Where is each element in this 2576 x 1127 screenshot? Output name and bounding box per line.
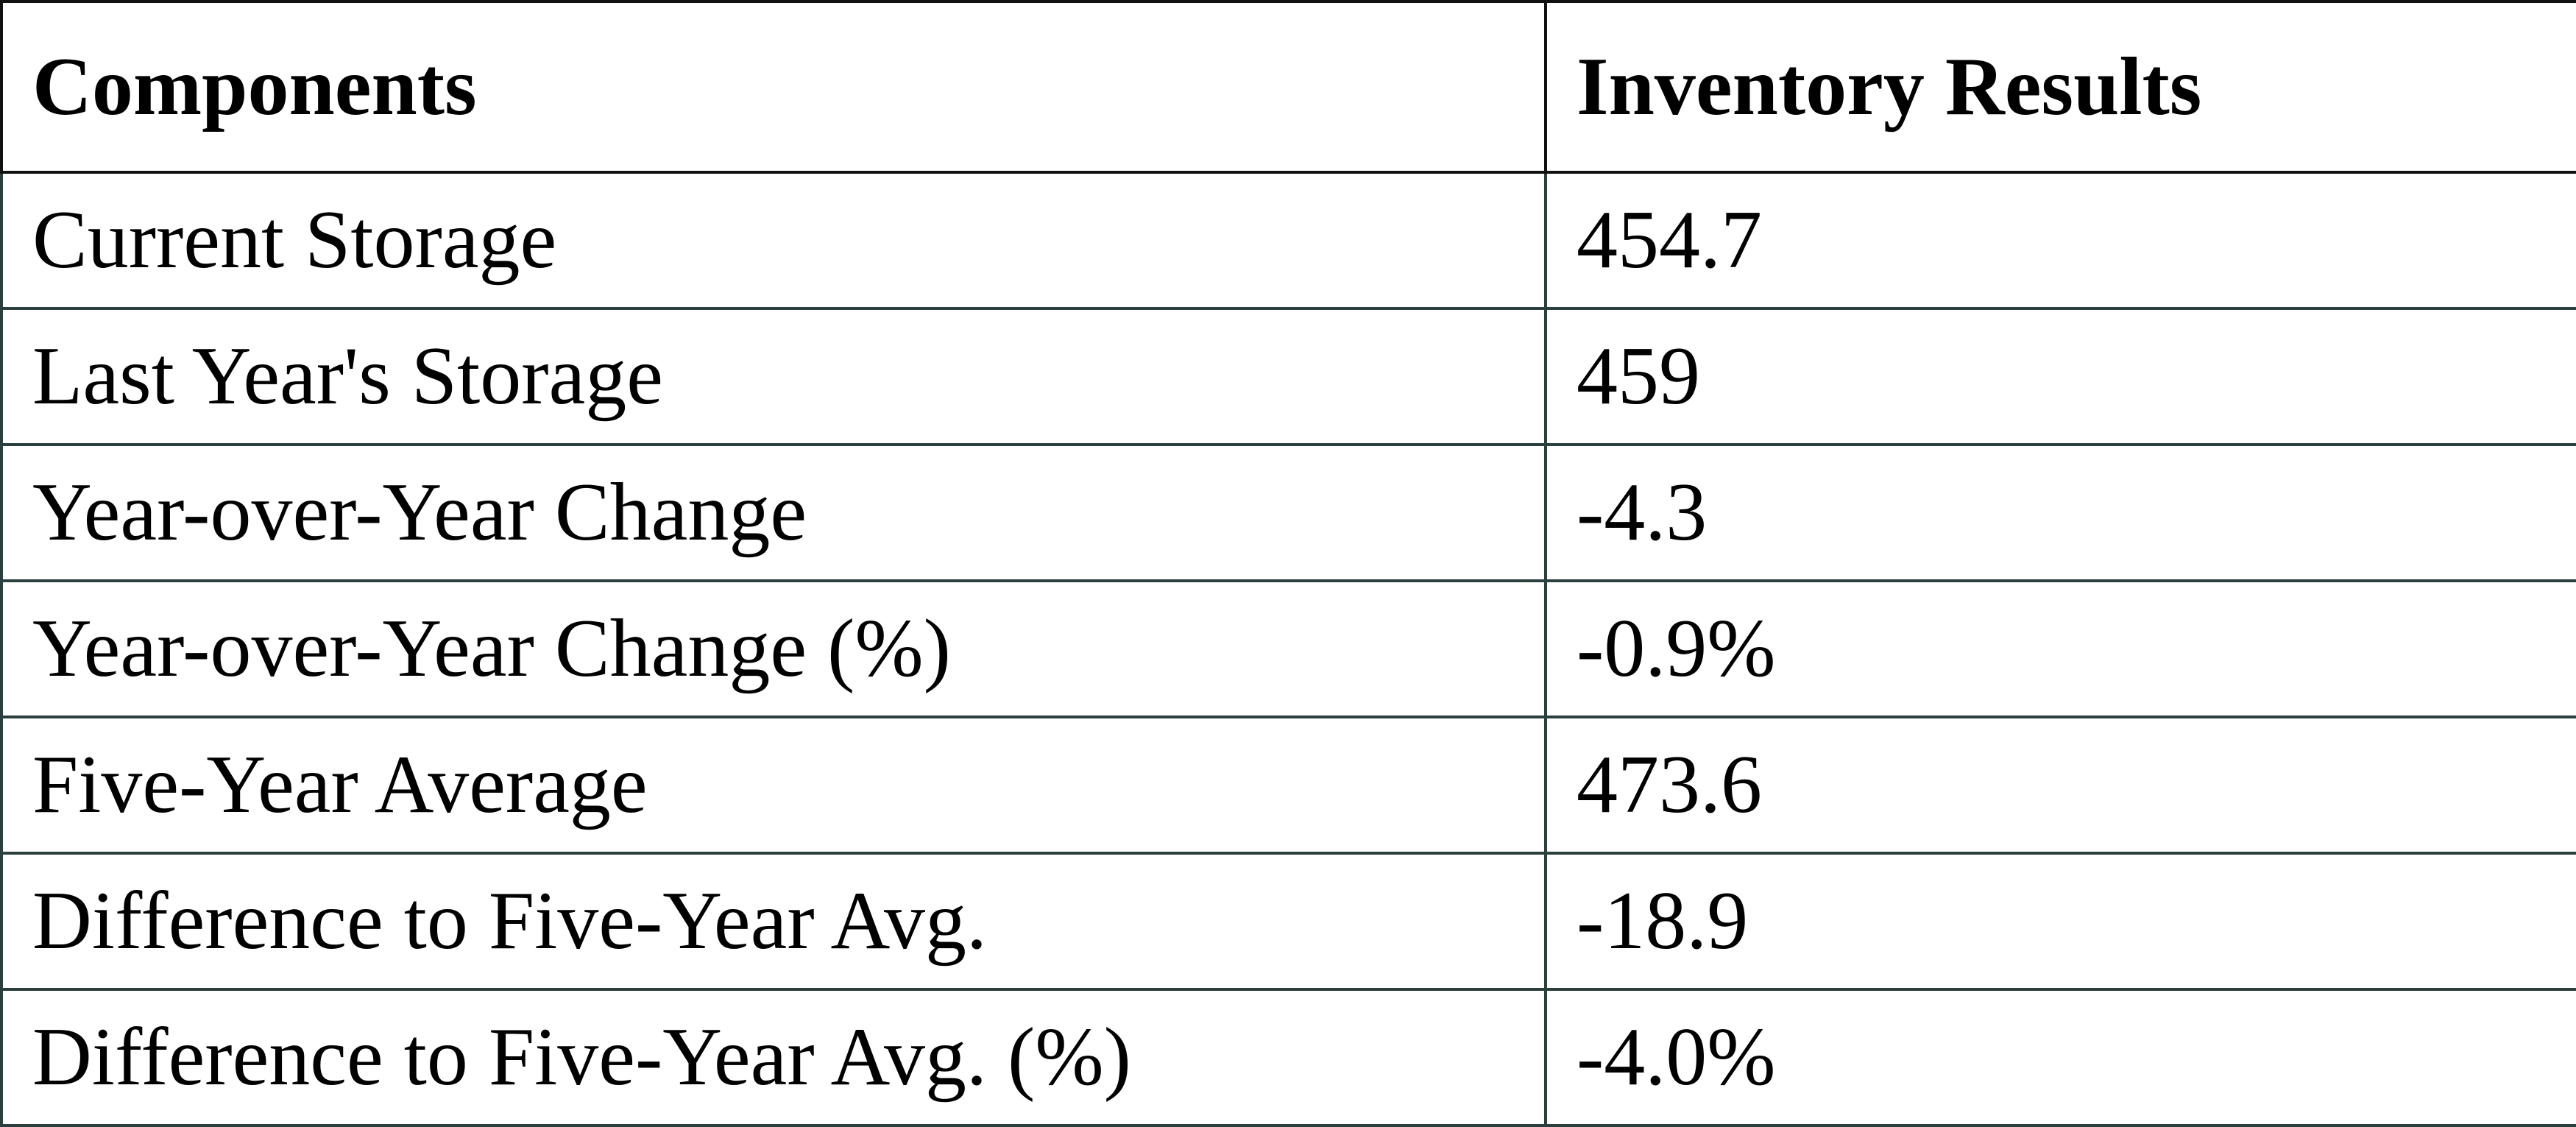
component-cell: Five-Year Average [0,716,1547,855]
result-cell: -18.9 [1544,852,2576,991]
result-cell: -0.9% [1544,579,2576,718]
table-row: Five-Year Average 473.6 [0,716,2576,855]
table-row: Difference to Five-Year Avg. -18.9 [0,852,2576,991]
component-cell: Current Storage [0,171,1547,310]
result-cell: -4.0% [1544,988,2576,1127]
table-row: Current Storage 454.7 [0,171,2576,310]
header-cell: Inventory Results [1544,0,2576,174]
result-cell: -4.3 [1544,443,2576,582]
header-row: Components Inventory Results [0,0,2576,174]
result-cell: 459 [1544,307,2576,446]
table-row: Year-over-Year Change (%) -0.9% [0,579,2576,718]
table-body: Current Storage 454.7 Last Year's Storage 4… [0,171,2576,1127]
result-cell: 454.7 [1544,171,2576,310]
component-cell: Last Year's Storage [0,307,1547,446]
table-row: Difference to Five-Year Avg. (%) -4.0% [0,988,2576,1127]
table-row: Year-over-Year Change -4.3 [0,443,2576,582]
table-header: Components Inventory Results [0,0,2576,174]
component-cell: Year-over-Year Change [0,443,1547,582]
result-cell: 473.6 [1544,716,2576,855]
header-cell: Components [0,0,1547,174]
table-row: Last Year's Storage 459 [0,307,2576,446]
component-cell: Difference to Five-Year Avg. [0,852,1547,991]
component-cell: Year-over-Year Change (%) [0,579,1547,718]
component-cell: Difference to Five-Year Avg. (%) [0,988,1547,1127]
